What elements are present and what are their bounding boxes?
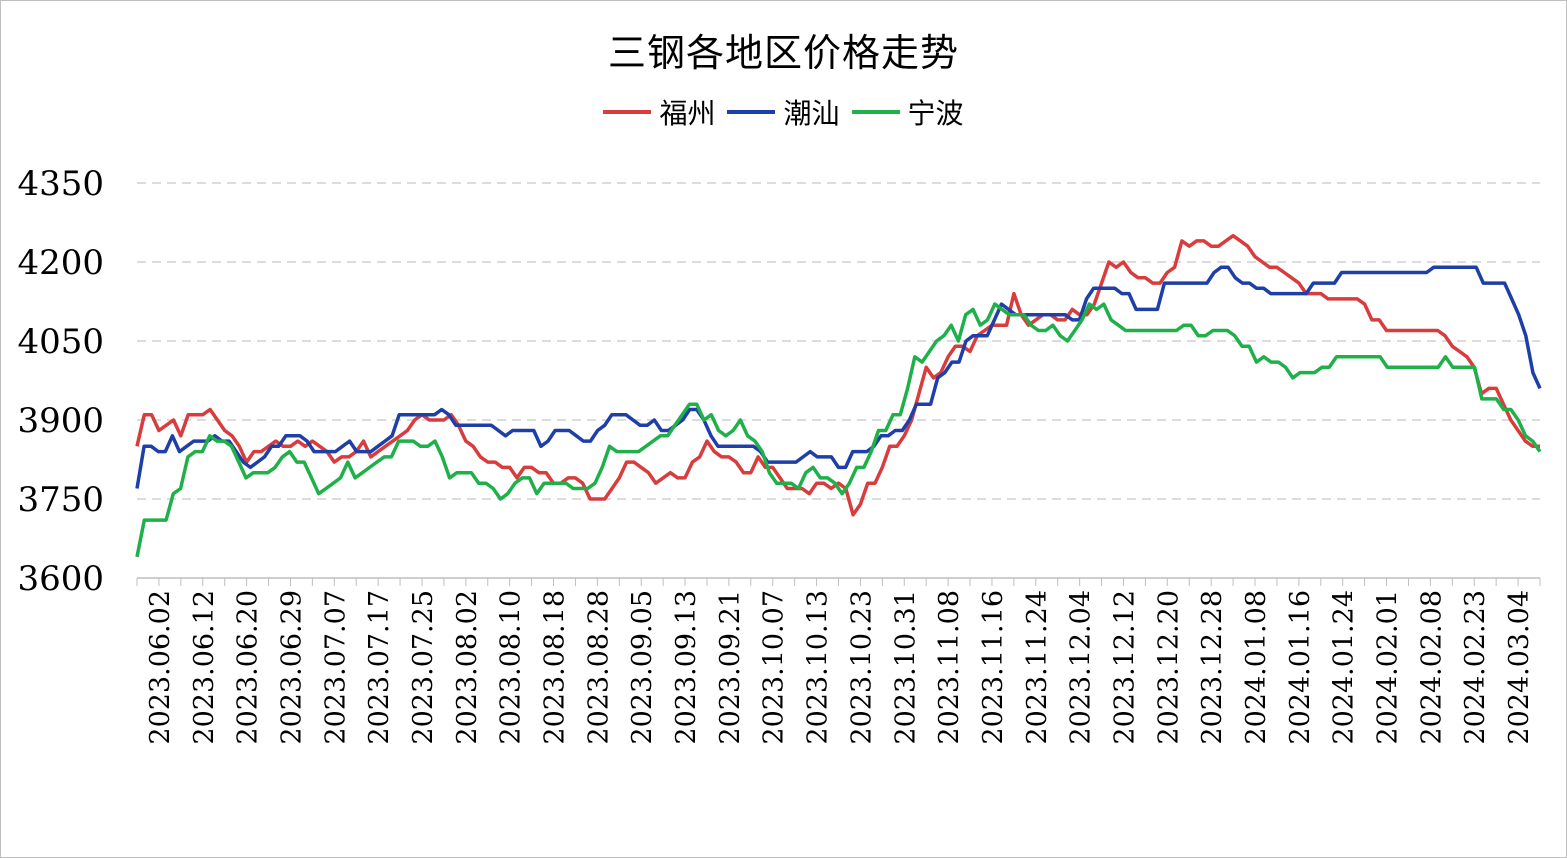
x-tick-label: 2023.08.18 [540, 590, 571, 745]
series-line-1 [135, 265, 1542, 489]
x-tick-label: 2024.01.16 [1285, 590, 1316, 745]
y-tick-label: 3600 [17, 559, 104, 599]
legend-item-chaoshan: 潮汕 [727, 92, 840, 132]
x-tick-label: 2023.10.07 [759, 590, 790, 745]
y-tick-label: 3900 [17, 401, 104, 441]
series-line-2 [135, 302, 1542, 558]
legend-item-ningbo: 宁波 [851, 92, 964, 132]
x-tick-label: 2024.01.08 [1241, 590, 1272, 745]
x-tick-label: 2023.12.28 [1197, 590, 1228, 745]
chart-title: 三钢各地区价格走势 [607, 31, 959, 75]
legend-label-fuzhou: 福州 [659, 97, 716, 130]
x-tick-label: 2023.09.05 [627, 590, 658, 745]
legend-label-ningbo: 宁波 [907, 97, 964, 130]
x-tick-label: 2023.11.24 [1022, 590, 1053, 745]
x-tick-label: 2023.11.16 [978, 590, 1009, 745]
x-tick-label: 2023.10.23 [846, 590, 877, 745]
x-tick-label: 2023.09.13 [671, 590, 702, 745]
x-tick-label: 2023.12.20 [1153, 590, 1184, 745]
x-tick-label: 2023.10.13 [803, 590, 834, 745]
x-tick-label: 2023.11.08 [934, 590, 965, 745]
series-line-0 [135, 233, 1540, 517]
y-tick-label: 4050 [17, 322, 104, 362]
x-tick-label: 2023.08.10 [496, 590, 527, 745]
x-tick-label: 2023.12.04 [1066, 590, 1097, 745]
y-tick-label: 4200 [17, 243, 104, 283]
x-tick-label: 2024.02.23 [1460, 590, 1491, 745]
x-tick-label: 2023.08.28 [583, 590, 614, 745]
x-tick-label: 2023.06.29 [276, 590, 307, 745]
legend-item-fuzhou: 福州 [603, 92, 715, 132]
legend-swatch-fuzhou [603, 110, 652, 114]
x-tick-label: 2023.08.02 [452, 590, 483, 745]
y-tick-label: 4350 [17, 164, 104, 204]
x-tick-label: 2023.07.17 [364, 590, 395, 745]
x-tick-label: 2024.02.08 [1416, 590, 1447, 745]
x-tick-label: 2023.12.12 [1109, 590, 1140, 745]
x-tick-label: 2023.10.31 [890, 590, 921, 745]
x-tick-label: 2024.02.01 [1373, 590, 1404, 745]
x-tick-label: 2023.07.25 [408, 590, 439, 745]
x-tick-label: 2024.01.24 [1329, 590, 1360, 745]
x-tick-label: 2023.06.12 [189, 590, 220, 745]
legend: 福州 潮汕 宁波 [0, 92, 1567, 132]
legend-swatch-chaoshan [727, 110, 776, 114]
x-tick-label: 2024.03.04 [1504, 590, 1535, 745]
legend-swatch-ningbo [851, 110, 900, 114]
x-tick-label: 2023.09.21 [715, 590, 746, 745]
y-tick-label: 3750 [17, 480, 104, 520]
x-tick-label: 2023.06.02 [145, 590, 176, 745]
legend-label-chaoshan: 潮汕 [783, 97, 840, 130]
x-tick-label: 2023.07.07 [320, 590, 351, 745]
x-tick-label: 2023.06.20 [233, 590, 264, 745]
